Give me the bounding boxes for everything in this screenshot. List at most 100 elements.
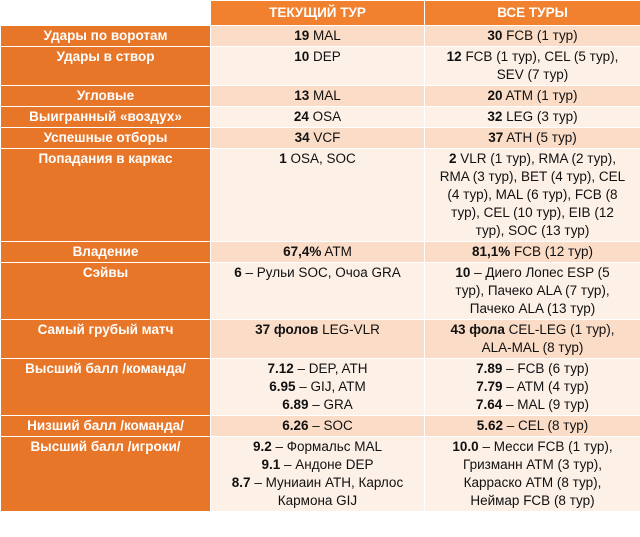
cell-line: 6.95 – GIJ, ATM <box>215 378 420 396</box>
stat-detail: MAL <box>309 88 341 103</box>
stat-detail: – Диего Лопес ESP (5 <box>470 265 610 280</box>
stat-label: Владение <box>0 241 211 263</box>
cell-line: 9.1 – Андоне DEP <box>215 456 420 474</box>
table-row: Выигранный «воздух» 24 OSA 32 LEG (3 тур) <box>0 106 640 128</box>
stat-value: 13 <box>294 88 310 103</box>
stat-label: Удары в створ <box>0 46 211 86</box>
stat-detail: Пачеко ALA (13 тур) <box>469 301 596 316</box>
table-row: Угловые 13 MAL 20 ATM (1 тур) <box>0 85 640 107</box>
stat-detail: – FCB (6 тур) <box>502 361 589 376</box>
header-all-rounds: ВСЕ ТУРЫ <box>424 0 640 26</box>
stats-body: Удары по воротам 19 MAL 30 FCB (1 тур) Удар… <box>0 25 640 512</box>
table-row: Низший балл /команда/6.26 – SOC 5.62 – CE… <box>0 415 640 437</box>
stat-detail: Гризманн ATM (3 тур), <box>463 457 602 472</box>
cell-line: 7.79 – ATM (4 тур) <box>429 378 636 396</box>
stat-value: 43 фола <box>450 322 505 337</box>
cell-line: SEV (7 тур) <box>429 66 636 84</box>
stat-label: Высший балл /игроки/ <box>0 436 211 512</box>
stat-value: 5.62 <box>476 418 504 433</box>
stat-label: Удары по воротам <box>0 25 211 47</box>
stat-detail: ATM <box>321 244 352 259</box>
stat-detail: ATH (5 тур) <box>503 130 577 145</box>
cell-line: 13 MAL <box>215 87 420 105</box>
cell-line: 37 ATH (5 тур) <box>429 129 636 147</box>
stat-label: Сэйвы <box>0 262 211 320</box>
stat-value: 10 <box>455 265 471 280</box>
cell-line: тур), SOC (13 тур) <box>429 222 636 240</box>
table-row: Сэйвы 6 – Рульи SOC, Очоа GRA 10 – Диего Л… <box>0 262 640 320</box>
cell-line: 37 фолов LEG-VLR <box>215 321 420 339</box>
stat-value: 6 <box>234 265 242 280</box>
stat-detail: – Формальс MAL <box>271 439 383 454</box>
stat-value: 1 <box>279 151 287 166</box>
stat-value: 81,1% <box>472 244 511 259</box>
stat-value: 19 <box>294 28 310 43</box>
all-rounds-cell: 81,1% FCB (12 тур) <box>424 241 640 263</box>
current-round-cell: 37 фолов LEG-VLR <box>210 319 425 359</box>
stat-detail: – SOC <box>308 418 353 433</box>
cell-line: 2 VLR (1 тур), RMA (2 тур), <box>429 150 636 168</box>
stat-label: Успешные отборы <box>0 127 211 149</box>
stat-value: 7.89 <box>476 361 503 376</box>
all-rounds-cell: 5.62 – CEL (8 тур) <box>424 415 640 437</box>
cell-line: 24 OSA <box>215 108 420 126</box>
stat-detail: OSA <box>308 109 342 124</box>
table-row: Удары в створ 10 DEP 12 FCB (1 тур), CEL (… <box>0 46 640 86</box>
stat-value: 10.0 <box>452 439 479 454</box>
all-rounds-cell: 37 ATH (5 тур) <box>424 127 640 149</box>
cell-line: 8.7 – Муниаин ATH, Карлос <box>215 474 420 492</box>
cell-line: 6.26 – SOC <box>215 417 420 435</box>
current-round-cell: 9.2 – Формальс MAL 9.1 – Андоне DEP 8.7 – … <box>210 436 425 512</box>
stat-detail: – GRA <box>308 397 353 412</box>
table-row: Владение 67,4% ATM 81,1% FCB (12 тур) <box>0 241 640 263</box>
stat-value: 34 <box>294 130 310 145</box>
stat-detail: OSA, SOC <box>286 151 356 166</box>
stat-detail: – CEL (8 тур) <box>503 418 589 433</box>
cell-line: тур), CEL (10 тур), EIB (12 <box>429 204 636 222</box>
all-rounds-cell: 10.0 – Месси FCB (1 тур), Гризманн ATM (3… <box>424 436 640 512</box>
stat-detail: тур), SOC (13 тур) <box>475 223 590 238</box>
cell-line: 7.64 – MAL (9 тур) <box>429 396 636 414</box>
stat-value: 37 фолов <box>255 322 319 337</box>
stat-value: 37 <box>488 130 504 145</box>
stat-detail: тур), CEL (10 тур), EIB (12 <box>451 205 614 220</box>
current-round-cell: 19 MAL <box>210 25 425 47</box>
stat-detail: FCB (1 тур) <box>502 28 578 43</box>
stat-value: 7.64 <box>476 397 503 412</box>
stat-value: 9.2 <box>252 439 272 454</box>
stat-label: Выигранный «воздух» <box>0 106 211 128</box>
stat-detail: Карраско ATM (8 тур), <box>463 475 602 490</box>
stat-detail: VCF <box>309 130 341 145</box>
current-round-cell: 6 – Рульи SOC, Очоа GRA <box>210 262 425 320</box>
stat-value: 8.7 <box>231 475 251 490</box>
stat-value: 24 <box>293 109 309 124</box>
stat-detail: FCB (12 тур) <box>510 244 593 259</box>
stat-detail: Кармона GIJ <box>277 493 358 508</box>
stat-detail: LEG-VLR <box>318 322 380 337</box>
cell-line: 7.12 – DEP, ATH <box>215 360 420 378</box>
stat-detail: LEG (3 тур) <box>502 109 578 124</box>
stat-value: 9.1 <box>261 457 281 472</box>
cell-line: 32 LEG (3 тур) <box>429 108 636 126</box>
current-round-cell: 10 DEP <box>210 46 425 86</box>
header-row: ТЕКУЩИЙ ТУР ВСЕ ТУРЫ <box>0 0 640 26</box>
cell-line: 10 – Диего Лопес ESP (5 <box>429 264 636 282</box>
stat-value: 6.26 <box>282 418 309 433</box>
current-round-cell: 6.26 – SOC <box>210 415 425 437</box>
cell-line: 34 VCF <box>215 129 420 147</box>
stat-detail: тур), Пачеко ALA (7 тур), <box>455 283 610 298</box>
cell-line: Неймар FCB (8 тур) <box>429 492 636 510</box>
cell-line: 10 DEP <box>215 48 420 66</box>
current-round-cell: 34 VCF <box>210 127 425 149</box>
stat-detail: – MAL (9 тур) <box>502 397 589 412</box>
cell-line: 9.2 – Формальс MAL <box>215 438 420 456</box>
all-rounds-cell: 20 ATM (1 тур) <box>424 85 640 107</box>
current-round-cell: 24 OSA <box>210 106 425 128</box>
stat-detail: SEV (7 тур) <box>496 67 569 82</box>
cell-line: 81,1% FCB (12 тур) <box>429 243 636 261</box>
stat-detail: ALA-MAL (8 тур) <box>481 340 584 355</box>
stat-detail: Неймар FCB (8 тур) <box>470 493 595 508</box>
cell-line: 67,4% ATM <box>215 243 420 261</box>
stat-value: 7.12 <box>267 361 294 376</box>
stat-detail: – Рульи SOC, Очоа GRA <box>241 265 401 280</box>
